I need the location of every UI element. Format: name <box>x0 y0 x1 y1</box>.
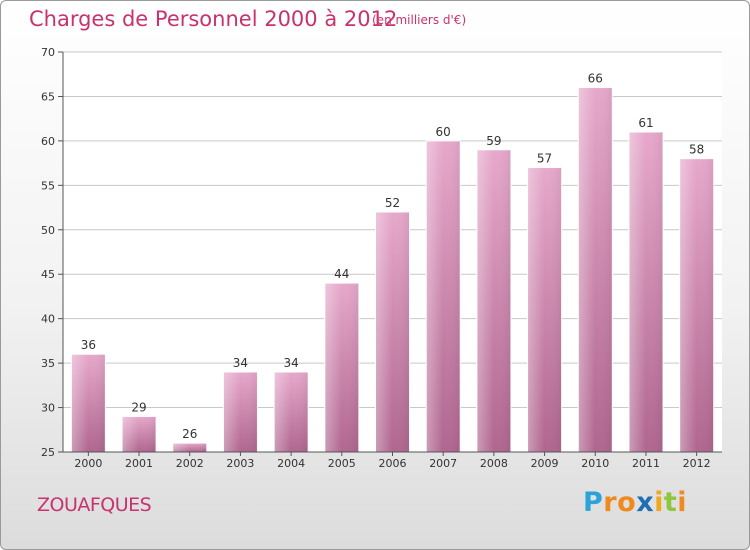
x-tick-label: 2007 <box>429 457 457 470</box>
bar-value-label: 52 <box>385 196 400 210</box>
y-tick-label: 40 <box>41 313 55 326</box>
bar-value-label: 36 <box>81 338 96 352</box>
bar-value-label: 66 <box>588 72 603 86</box>
bar-value-label: 34 <box>283 356 298 370</box>
bar-highlight <box>679 158 714 452</box>
bar-value-label: 59 <box>486 134 501 148</box>
bar-highlight <box>578 87 613 453</box>
logo-letter: o <box>617 487 637 518</box>
bar-value-label: 57 <box>537 152 552 166</box>
bar-highlight <box>274 372 309 452</box>
bar-value-label: 34 <box>233 356 248 370</box>
y-tick-label: 25 <box>41 446 55 459</box>
logo-letter: P <box>583 487 604 518</box>
x-tick-label: 2009 <box>531 457 559 470</box>
x-tick-label: 2003 <box>226 457 254 470</box>
bar-value-label: 44 <box>334 267 349 281</box>
x-tick-label: 2010 <box>581 457 609 470</box>
logo-letter: i <box>677 487 688 518</box>
bar-value-label: 58 <box>689 143 704 157</box>
y-tick-label: 50 <box>41 224 55 237</box>
chart-subtitle: (en milliers d'€) <box>372 13 467 27</box>
bar-highlight <box>71 354 106 452</box>
bar-value-label: 26 <box>182 427 197 441</box>
y-tick-label: 55 <box>41 179 55 192</box>
x-tick-label: 2005 <box>328 457 356 470</box>
x-tick-label: 2006 <box>379 457 407 470</box>
x-tick-label: 2012 <box>683 457 711 470</box>
x-tick-label: 2002 <box>176 457 204 470</box>
logo-letter: r <box>603 487 618 518</box>
y-tick-label: 60 <box>41 135 55 148</box>
y-tick-label: 30 <box>41 402 55 415</box>
x-tick-label: 2004 <box>277 457 305 470</box>
y-tick-label: 45 <box>41 268 55 281</box>
x-tick-label: 2008 <box>480 457 508 470</box>
bar-value-label: 29 <box>131 400 146 414</box>
x-tick-label: 2011 <box>632 457 660 470</box>
bar-highlight <box>476 149 511 452</box>
y-tick-label: 35 <box>41 357 55 370</box>
y-tick-label: 70 <box>41 46 55 59</box>
logo-letter: t <box>663 487 678 518</box>
bar-value-label: 60 <box>436 125 451 139</box>
chart-title: Charges de Personnel 2000 à 2012 <box>29 7 398 31</box>
bar-highlight <box>324 283 359 452</box>
bar-highlight <box>527 167 562 453</box>
proxiti-logo: Proxiti <box>583 487 687 518</box>
bar-highlight <box>172 443 207 452</box>
logo-letter: i <box>654 487 664 518</box>
bar-highlight <box>628 132 663 452</box>
location-name: ZOUAFQUES <box>37 494 152 516</box>
bar-highlight <box>223 372 258 452</box>
bar-value-label: 61 <box>638 116 653 130</box>
x-tick-label: 2000 <box>74 457 102 470</box>
bar-highlight <box>122 416 157 452</box>
y-tick-label: 65 <box>41 90 55 103</box>
bar-highlight <box>426 140 461 452</box>
logo-letter: x <box>636 487 655 518</box>
x-tick-label: 2001 <box>125 457 153 470</box>
bar-highlight <box>375 212 410 452</box>
